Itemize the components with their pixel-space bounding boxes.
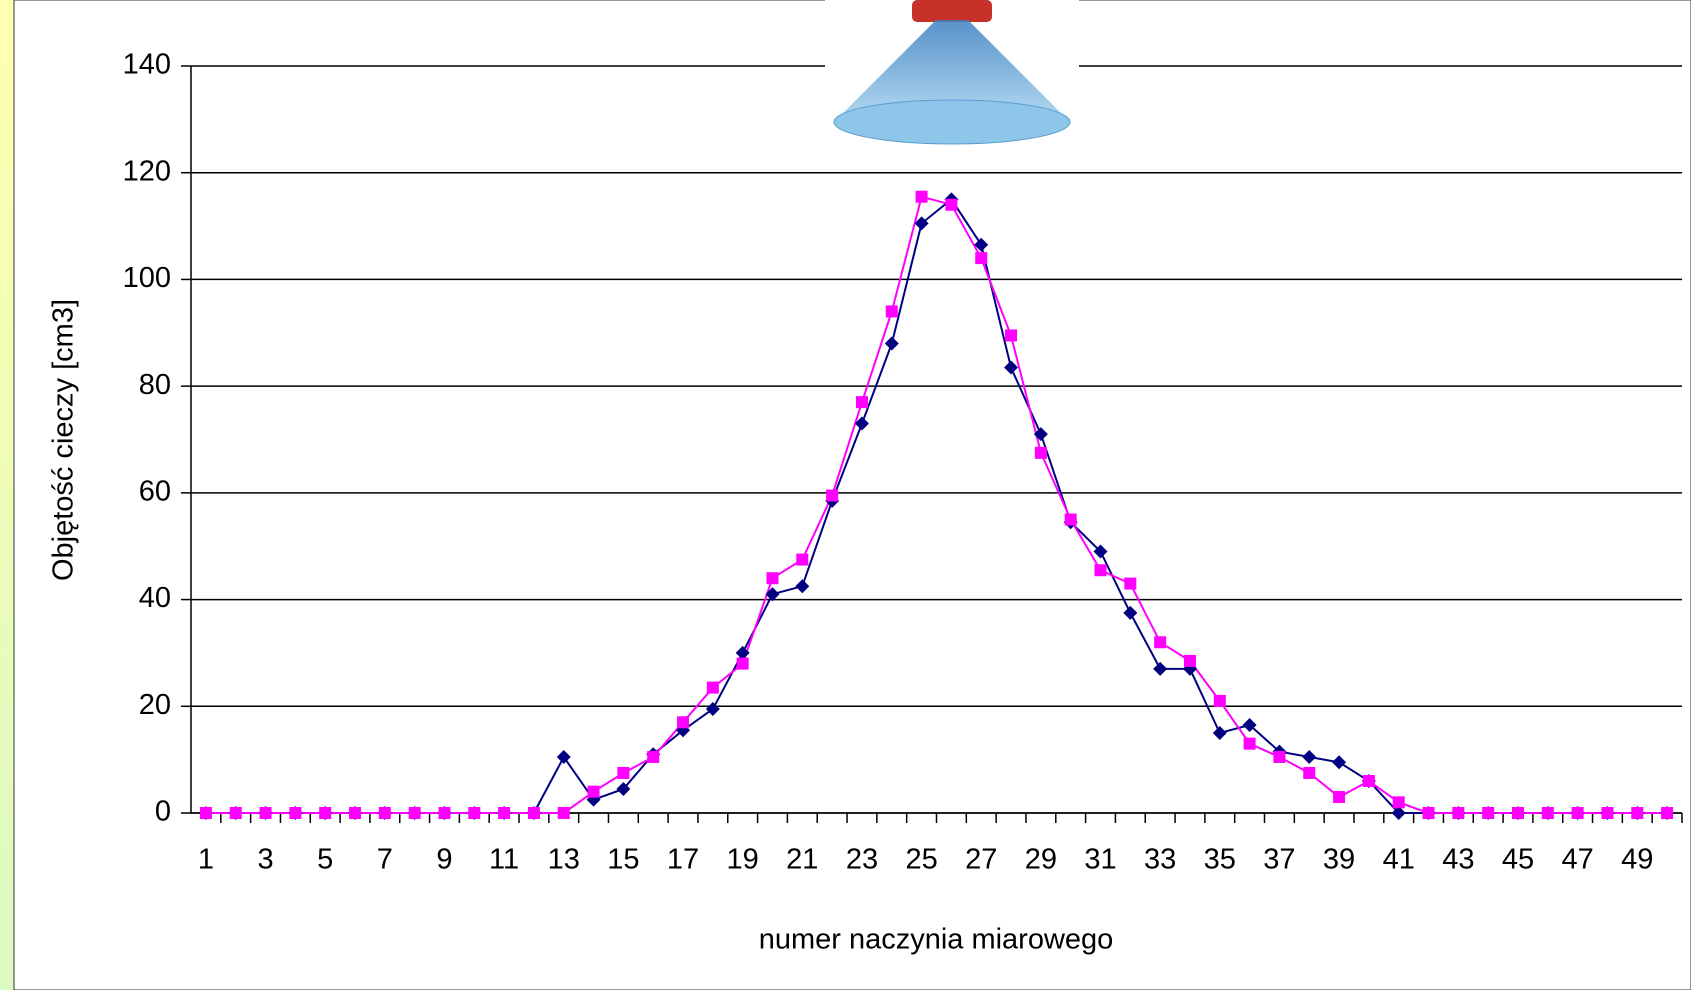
page: Objętość cieczy [cm3] numer naczynia mia… (0, 0, 1691, 995)
point-marker (886, 305, 898, 317)
x-axis-title: numer naczynia miarowego (759, 924, 1114, 956)
x-tick-label: 3 (257, 844, 273, 876)
point-marker (260, 807, 272, 819)
point-marker (319, 807, 331, 819)
point-marker (1035, 447, 1047, 459)
point-marker (498, 807, 510, 819)
point-marker (528, 807, 540, 819)
x-tick-label: 35 (1204, 844, 1236, 876)
y-tick-label: 80 (139, 369, 171, 401)
point-marker (856, 396, 868, 408)
x-tick-label: 11 (489, 844, 519, 876)
point-marker (1124, 578, 1136, 590)
y-tick-label: 100 (123, 262, 171, 294)
x-tick-label: 1 (198, 844, 214, 876)
point-marker (766, 572, 778, 584)
point-marker (289, 807, 301, 819)
point-marker (1393, 796, 1405, 808)
x-tick-label: 15 (607, 844, 639, 876)
point-marker (826, 490, 838, 502)
point-marker (588, 786, 600, 798)
point-marker (1363, 775, 1375, 787)
x-tick-label: 13 (548, 844, 580, 876)
point-marker (1154, 636, 1166, 648)
point-marker (1423, 807, 1435, 819)
x-tick-label: 47 (1561, 844, 1593, 876)
x-tick-label: 5 (317, 844, 333, 876)
y-tick-label: 60 (139, 476, 171, 508)
x-tick-label: 37 (1263, 844, 1295, 876)
point-marker (707, 682, 719, 694)
point-marker (349, 807, 361, 819)
point-marker (617, 767, 629, 779)
x-tick-label: 19 (727, 844, 759, 876)
x-tick-label: 39 (1323, 844, 1355, 876)
point-marker (1333, 791, 1345, 803)
point-marker (1452, 807, 1464, 819)
x-tick-label: 17 (667, 844, 699, 876)
point-marker (916, 191, 928, 203)
x-tick-label: 27 (965, 844, 997, 876)
point-marker (1512, 807, 1524, 819)
point-marker (409, 807, 421, 819)
nozzle-image (825, 0, 1079, 151)
x-tick-label: 29 (1025, 844, 1057, 876)
point-marker (1601, 807, 1613, 819)
x-tick-label: 43 (1442, 844, 1474, 876)
x-tick-label: 9 (436, 844, 452, 876)
y-tick-label: 140 (123, 49, 171, 81)
y-tick-label: 120 (123, 155, 171, 187)
point-marker (1542, 807, 1554, 819)
x-tick-label: 41 (1383, 844, 1415, 876)
point-marker (200, 807, 212, 819)
point-marker (1095, 564, 1107, 576)
point-marker (945, 199, 957, 211)
point-marker (796, 554, 808, 566)
y-tick-label: 20 (139, 689, 171, 721)
x-tick-label: 45 (1502, 844, 1534, 876)
x-tick-label: 31 (1084, 844, 1116, 876)
point-marker (230, 807, 242, 819)
point-marker (558, 807, 570, 819)
x-tick-label: 21 (786, 844, 818, 876)
point-marker (1572, 807, 1584, 819)
x-tick-label: 49 (1621, 844, 1653, 876)
y-tick-label: 0 (155, 796, 171, 828)
y-axis-title: Objętość cieczy [cm3] (48, 299, 80, 581)
point-marker (1631, 807, 1643, 819)
point-marker (438, 807, 450, 819)
nozzle (912, 0, 992, 22)
x-tick-label: 7 (377, 844, 393, 876)
x-tick-label: 25 (905, 844, 937, 876)
chart: Objętość cieczy [cm3] numer naczynia mia… (0, 0, 1691, 990)
point-marker (1065, 514, 1077, 526)
point-marker (975, 252, 987, 264)
point-marker (1482, 807, 1494, 819)
point-marker (1214, 695, 1226, 707)
point-marker (1184, 655, 1196, 667)
point-marker (1244, 738, 1256, 750)
x-tick-label: 33 (1144, 844, 1176, 876)
spray-base (834, 100, 1070, 144)
x-tick-label: 23 (846, 844, 878, 876)
point-marker (647, 751, 659, 763)
point-marker (1005, 329, 1017, 341)
point-marker (468, 807, 480, 819)
point-marker (737, 658, 749, 670)
point-marker (1661, 807, 1673, 819)
point-marker (1273, 751, 1285, 763)
point-marker (1303, 767, 1315, 779)
point-marker (677, 716, 689, 728)
point-marker (379, 807, 391, 819)
y-tick-label: 40 (139, 582, 171, 614)
